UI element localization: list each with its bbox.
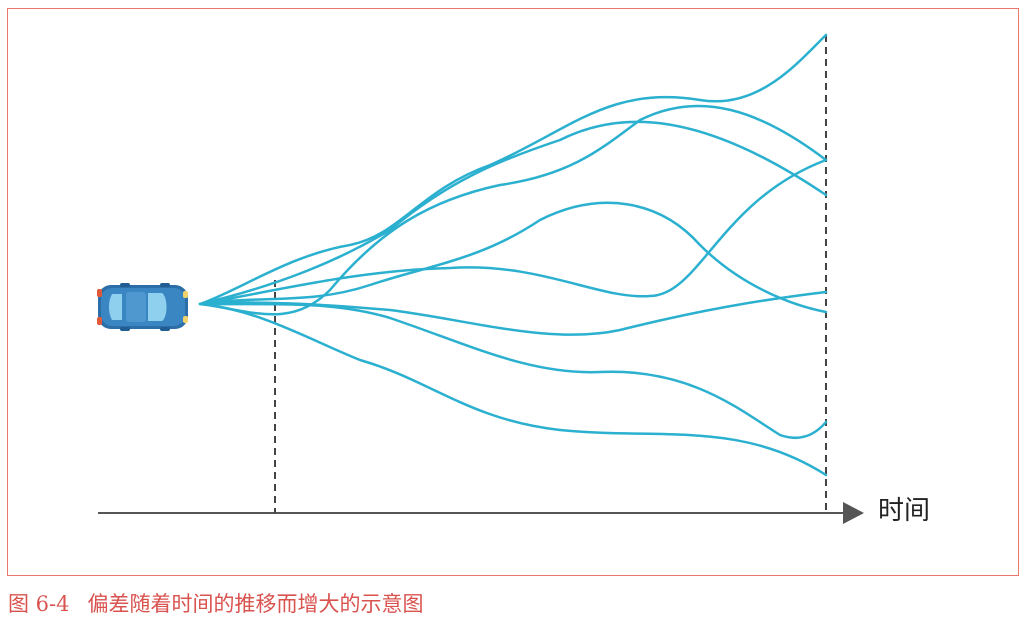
trajectory-5 (198, 158, 828, 306)
caption-number: 图 6-4 (8, 592, 70, 616)
time-axis-label: 时间 (878, 496, 931, 526)
trajectory-group (198, 33, 828, 477)
trajectory-8 (198, 302, 828, 477)
trajectory-3 (198, 104, 828, 316)
car-icon (97, 283, 188, 331)
figure-frame (7, 8, 1019, 576)
trajectory-4 (198, 201, 828, 314)
trajectory-1 (198, 33, 828, 306)
trajectory-2 (198, 120, 828, 306)
figure-caption: 图 6-4 偏差随着时间的推移而增大的示意图 (8, 594, 424, 615)
arrow-right-icon (843, 502, 864, 524)
caption-text: 偏差随着时间的推移而增大的示意图 (87, 592, 424, 616)
trajectory-7 (198, 302, 828, 439)
